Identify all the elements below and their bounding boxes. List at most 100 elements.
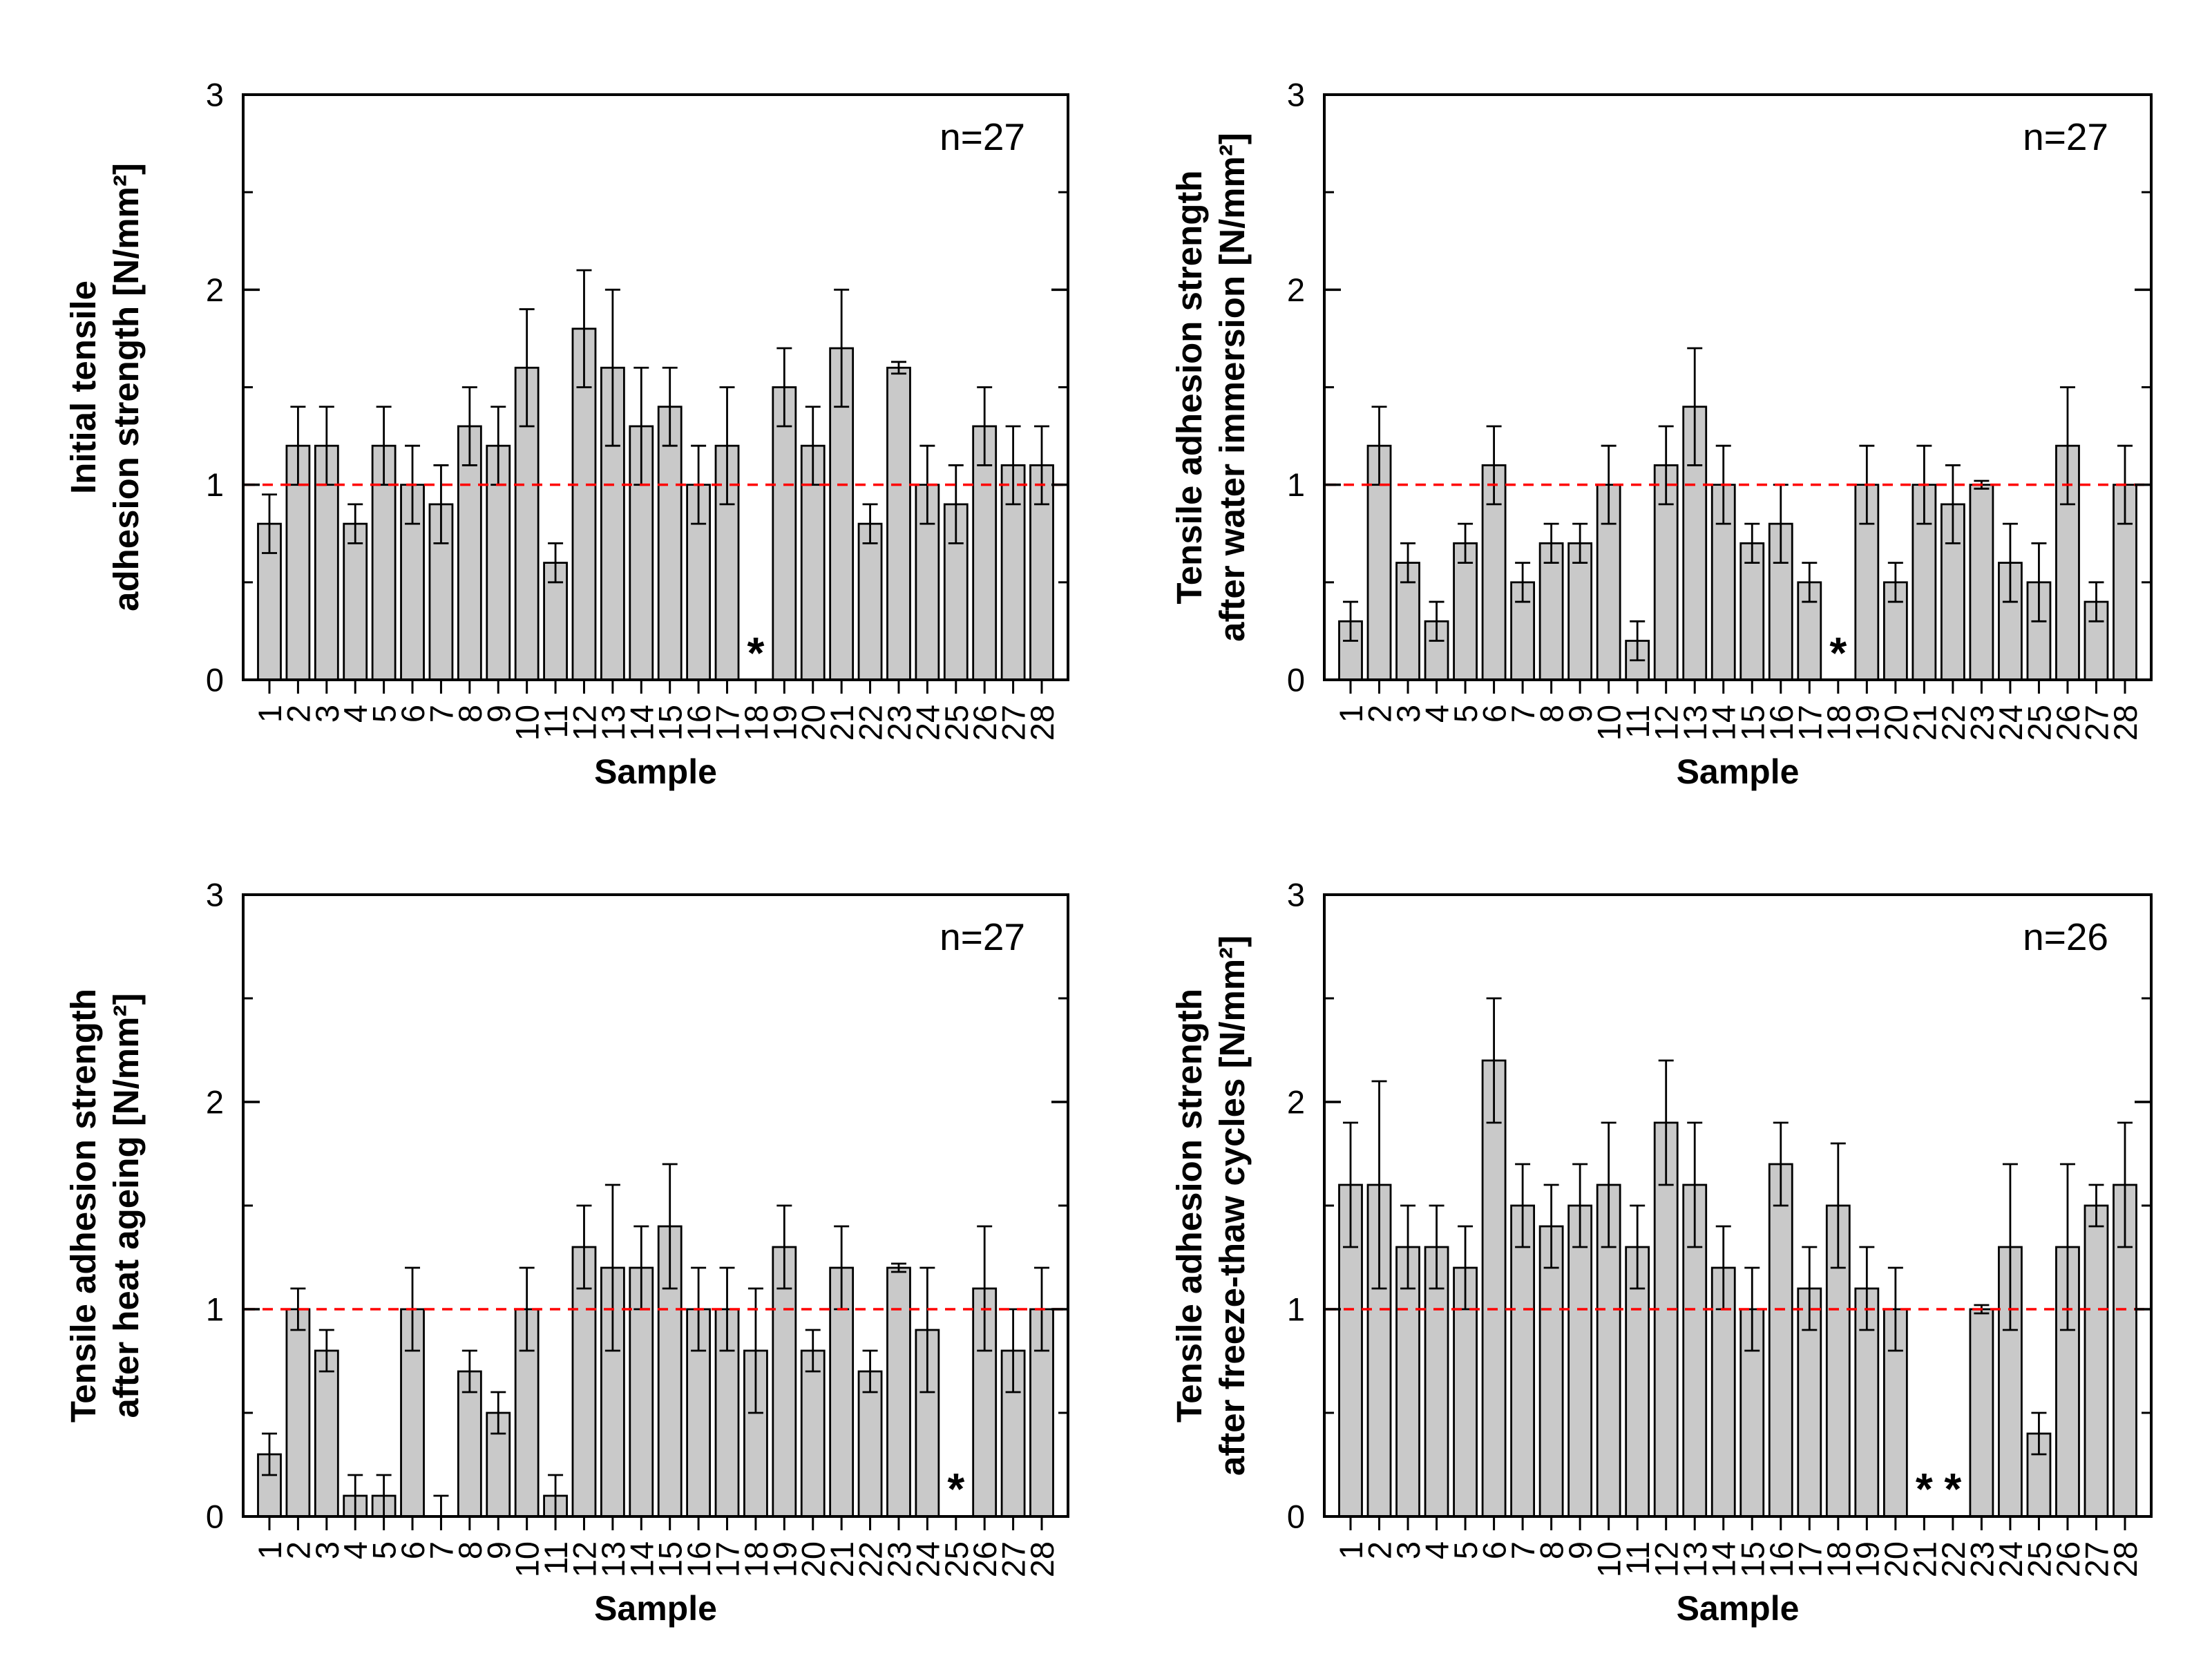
svg-text:24: 24 <box>1992 705 2029 741</box>
svg-text:2: 2 <box>1362 705 1398 723</box>
svg-text:Initial tensile: Initial tensile <box>64 280 103 494</box>
svg-text:3: 3 <box>206 876 224 913</box>
svg-text:*: * <box>1944 1464 1961 1514</box>
svg-text:14: 14 <box>623 705 660 741</box>
svg-text:2: 2 <box>1362 1541 1398 1559</box>
svg-text:1: 1 <box>206 466 224 503</box>
svg-text:*: * <box>1829 628 1847 678</box>
svg-text:25: 25 <box>2021 705 2057 741</box>
panel-a-chart: 0123123456789101112131415161718192021222… <box>0 0 1106 837</box>
svg-text:24: 24 <box>909 1541 946 1577</box>
svg-text:13: 13 <box>595 1541 631 1577</box>
svg-text:26: 26 <box>966 1541 1003 1577</box>
svg-text:Tensile adhesion strength: Tensile adhesion strength <box>1170 170 1209 604</box>
svg-text:10: 10 <box>509 705 546 741</box>
svg-text:21: 21 <box>1906 705 1943 741</box>
svg-text:n=26: n=26 <box>2023 915 2108 958</box>
svg-text:14: 14 <box>1706 1541 1742 1577</box>
svg-text:19: 19 <box>766 705 803 741</box>
svg-text:5: 5 <box>366 705 403 723</box>
svg-text:5: 5 <box>366 1541 403 1559</box>
svg-text:19: 19 <box>1849 1541 1885 1577</box>
svg-text:24: 24 <box>1992 1541 2029 1577</box>
svg-text:3: 3 <box>1287 76 1305 113</box>
svg-text:12: 12 <box>566 705 602 741</box>
svg-text:3: 3 <box>1287 876 1305 913</box>
svg-text:*: * <box>947 1464 964 1514</box>
svg-text:after water immersion [N/mm²]: after water immersion [N/mm²] <box>1212 133 1252 642</box>
svg-text:28: 28 <box>2107 705 2144 741</box>
svg-text:2: 2 <box>280 705 316 723</box>
svg-text:13: 13 <box>595 705 631 741</box>
svg-text:3: 3 <box>309 1541 345 1559</box>
svg-text:3: 3 <box>1390 1541 1427 1559</box>
svg-text:9: 9 <box>480 705 517 723</box>
svg-text:3: 3 <box>1390 705 1427 723</box>
svg-text:25: 25 <box>938 1541 975 1577</box>
svg-text:after freeze-thaw cycles [N/mm: after freeze-thaw cycles [N/mm²] <box>1212 935 1252 1476</box>
svg-text:2: 2 <box>280 1541 316 1559</box>
svg-text:19: 19 <box>766 1541 803 1577</box>
svg-text:6: 6 <box>1476 705 1513 723</box>
svg-text:4: 4 <box>1419 1541 1456 1559</box>
svg-text:n=27: n=27 <box>2023 115 2108 158</box>
svg-text:27: 27 <box>995 1541 1032 1577</box>
svg-text:11: 11 <box>1619 705 1656 739</box>
svg-text:4: 4 <box>337 705 374 723</box>
svg-text:6: 6 <box>394 1541 431 1559</box>
svg-text:20: 20 <box>1878 705 1914 741</box>
svg-text:16: 16 <box>680 705 717 741</box>
svg-text:1: 1 <box>251 1541 288 1559</box>
panel-c-chart: 0123123456789101112131415161718192021222… <box>0 837 1106 1674</box>
svg-text:18: 18 <box>738 1541 774 1577</box>
svg-text:7: 7 <box>423 705 459 723</box>
svg-text:4: 4 <box>337 1541 374 1559</box>
svg-text:11: 11 <box>1619 1541 1656 1575</box>
svg-text:28: 28 <box>1024 705 1060 741</box>
svg-text:adhesion strength [N/mm²]: adhesion strength [N/mm²] <box>106 163 146 611</box>
svg-text:18: 18 <box>1820 705 1857 741</box>
svg-text:25: 25 <box>2021 1541 2057 1577</box>
svg-text:5: 5 <box>1447 705 1484 723</box>
svg-text:13: 13 <box>1677 1541 1713 1577</box>
svg-text:7: 7 <box>1505 705 1541 723</box>
svg-text:28: 28 <box>1024 1541 1060 1577</box>
svg-text:28: 28 <box>2107 1541 2144 1577</box>
svg-text:12: 12 <box>1648 705 1685 741</box>
svg-text:23: 23 <box>1963 705 2000 741</box>
svg-text:1: 1 <box>1287 466 1305 503</box>
svg-text:26: 26 <box>2050 705 2086 741</box>
svg-text:5: 5 <box>1447 1541 1484 1559</box>
svg-text:6: 6 <box>394 705 431 723</box>
svg-text:8: 8 <box>452 705 488 723</box>
svg-text:10: 10 <box>1591 705 1628 741</box>
svg-text:0: 0 <box>1287 1498 1305 1534</box>
svg-text:27: 27 <box>2078 1541 2115 1577</box>
svg-text:25: 25 <box>938 705 975 741</box>
svg-text:1: 1 <box>1287 1291 1305 1327</box>
svg-text:17: 17 <box>709 1541 746 1577</box>
svg-text:20: 20 <box>795 705 832 741</box>
panel-d-chart: 0123123456789101112131415161718192021222… <box>1106 837 2212 1674</box>
svg-text:2: 2 <box>1287 1083 1305 1120</box>
svg-text:7: 7 <box>423 1541 459 1559</box>
svg-text:18: 18 <box>738 705 774 741</box>
svg-text:20: 20 <box>795 1541 832 1577</box>
svg-text:21: 21 <box>1906 1541 1943 1577</box>
svg-text:17: 17 <box>1791 1541 1828 1577</box>
svg-text:7: 7 <box>1505 1541 1541 1559</box>
svg-text:15: 15 <box>1734 705 1771 741</box>
svg-text:Sample: Sample <box>594 1589 717 1628</box>
svg-text:23: 23 <box>1963 1541 2000 1577</box>
svg-text:*: * <box>747 628 764 678</box>
svg-text:6: 6 <box>1476 1541 1513 1559</box>
svg-text:after heat ageing [N/mm²]: after heat ageing [N/mm²] <box>106 993 146 1418</box>
svg-text:21: 21 <box>823 705 860 741</box>
svg-text:10: 10 <box>509 1541 546 1577</box>
svg-text:1: 1 <box>206 1291 224 1327</box>
svg-text:12: 12 <box>566 1541 602 1577</box>
svg-text:15: 15 <box>652 1541 689 1577</box>
svg-text:8: 8 <box>452 1541 488 1559</box>
svg-text:1: 1 <box>1333 1541 1369 1559</box>
svg-text:Tensile adhesion strength: Tensile adhesion strength <box>64 989 103 1423</box>
